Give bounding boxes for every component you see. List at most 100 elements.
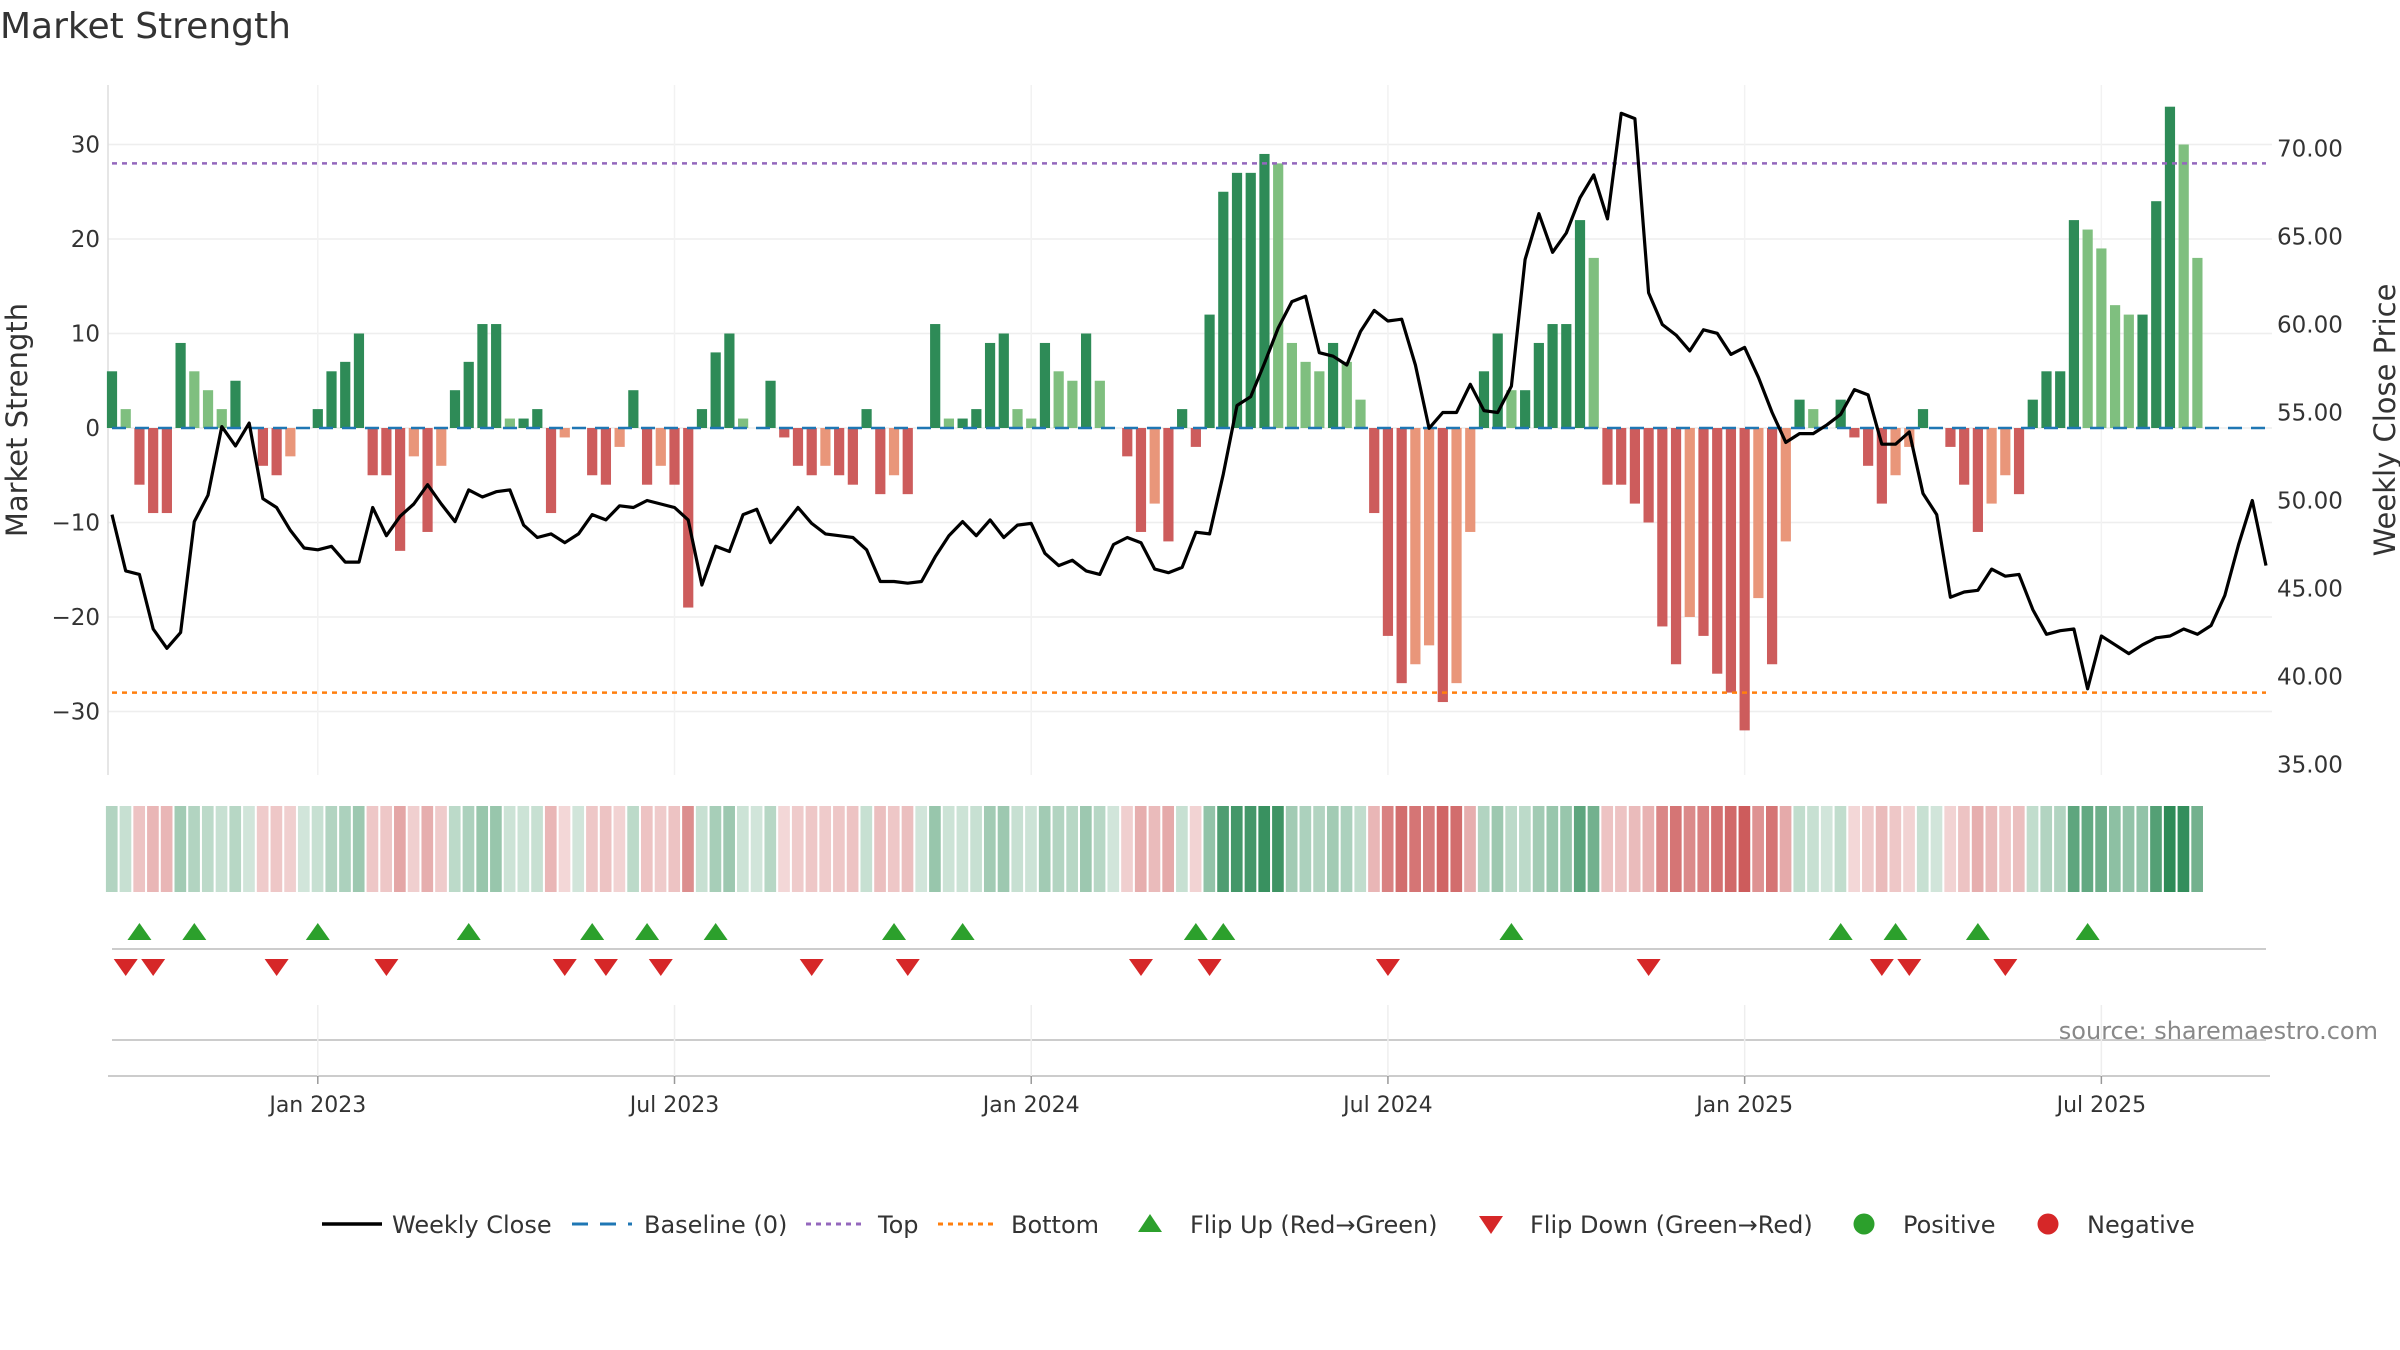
strength-bar	[1725, 428, 1737, 693]
heat-cell	[1642, 806, 1655, 892]
heat-cell	[723, 806, 735, 892]
legend-item: Negative	[2037, 1211, 2195, 1239]
heat-cell	[2067, 806, 2080, 892]
heat-cell	[819, 806, 832, 892]
heat-cell	[1738, 806, 1751, 892]
heat-cell	[2040, 806, 2053, 892]
strength-bar	[559, 428, 570, 438]
x-tick-label: Jan 2023	[267, 1093, 366, 1118]
right-tick-label: 35.00	[2277, 753, 2343, 779]
left-tick-label: 30	[71, 133, 100, 159]
heat-cell	[2163, 806, 2176, 892]
flip-up-marker	[1183, 923, 1208, 940]
strength-bar	[449, 390, 461, 428]
strength-bar	[1135, 428, 1147, 532]
heat-cell	[270, 806, 283, 892]
left-y-axis: 30 20 10 0 −10 −20 −30	[51, 133, 100, 726]
right-tick-label: 65.00	[2277, 225, 2343, 251]
strength-bar	[491, 324, 502, 428]
strength-bar	[957, 418, 968, 428]
strength-bar	[1012, 409, 1023, 428]
heat-cell	[750, 806, 763, 892]
legend-item: Bottom	[938, 1211, 1099, 1239]
strength-bar	[1917, 409, 1929, 428]
strength-bar	[765, 380, 776, 428]
flip-up-marker	[635, 923, 660, 940]
strength-bar	[134, 428, 145, 485]
heat-cell	[1011, 806, 1024, 892]
strength-bar	[1327, 342, 1339, 428]
flip-up-marker	[305, 923, 330, 940]
x-axis: Jan 2023 Jul 2023 Jan 2024 Jul 2024 Jan 2025…	[108, 1005, 2270, 1118]
legend-item: Baseline (0)	[572, 1211, 787, 1239]
strength-bar	[408, 428, 419, 457]
strength-bar	[2151, 201, 2162, 428]
heat-cell	[1971, 806, 1984, 892]
strength-bar	[1739, 428, 1750, 731]
strength-bar	[518, 418, 529, 428]
heat-cell	[983, 806, 996, 892]
strength-bar	[1712, 428, 1723, 674]
strength-bar	[1602, 428, 1613, 485]
left-tick-label: −20	[51, 605, 100, 631]
strength-bar	[312, 409, 323, 428]
heat-cell	[1230, 806, 1243, 892]
heat-cell	[2054, 806, 2066, 892]
strength-bar	[1190, 428, 1201, 447]
heat-cell	[517, 806, 530, 892]
strength-bar	[381, 428, 392, 476]
heat-cell	[1834, 806, 1847, 892]
strength-bar	[1588, 257, 1599, 428]
heat-cell	[901, 806, 914, 892]
heat-cell	[1999, 806, 2011, 892]
heat-cell	[284, 806, 296, 892]
strength-bar	[1766, 428, 1778, 665]
strength-bar	[710, 352, 721, 428]
heat-cell	[942, 806, 955, 892]
heat-cell	[1958, 806, 1970, 892]
heat-cell	[2136, 806, 2149, 892]
strength-bar	[587, 428, 598, 476]
x-tick-label: Jan 2024	[981, 1093, 1080, 1118]
heat-cell	[1903, 806, 1915, 892]
strength-bar	[847, 428, 858, 485]
heat-cell	[133, 806, 146, 892]
heat-cell	[1615, 806, 1627, 892]
strength-bar	[353, 333, 365, 428]
strength-bar	[820, 428, 831, 466]
strength-bar	[834, 428, 845, 476]
heat-cell	[1203, 806, 1216, 892]
heat-cell	[1134, 806, 1147, 892]
strength-bar	[655, 428, 666, 466]
heat-cell	[1368, 806, 1380, 892]
strength-bar	[1616, 428, 1627, 485]
strength-bar	[1533, 342, 1544, 428]
heat-cell	[1121, 806, 1133, 892]
strength-bar	[202, 390, 214, 428]
heat-cell	[531, 806, 543, 892]
heat-cell	[1326, 806, 1339, 892]
heat-cell	[256, 806, 269, 892]
heat-cell	[846, 806, 859, 892]
flip-down-marker	[593, 959, 618, 976]
flip-down-marker	[1197, 959, 1222, 976]
heat-cell	[503, 806, 516, 892]
strength-bar	[984, 342, 996, 428]
strength-bars	[106, 106, 2203, 731]
heat-cell	[1080, 806, 1092, 892]
heat-cell	[1052, 806, 1065, 892]
strength-bar	[1423, 428, 1435, 646]
strength-bar	[1794, 399, 1805, 428]
heat-cell	[325, 806, 338, 892]
strength-bar	[1574, 220, 1586, 428]
strength-bar	[1753, 428, 1764, 599]
heat-cell	[119, 806, 132, 892]
strength-bar	[395, 428, 406, 551]
strength-bar	[1231, 172, 1243, 428]
heat-cell	[1985, 806, 1998, 892]
heat-cell	[586, 806, 598, 892]
strength-bar	[2041, 371, 2052, 428]
heat-cell	[1683, 806, 1696, 892]
heat-cell	[613, 806, 626, 892]
strength-bar	[1451, 428, 1462, 684]
